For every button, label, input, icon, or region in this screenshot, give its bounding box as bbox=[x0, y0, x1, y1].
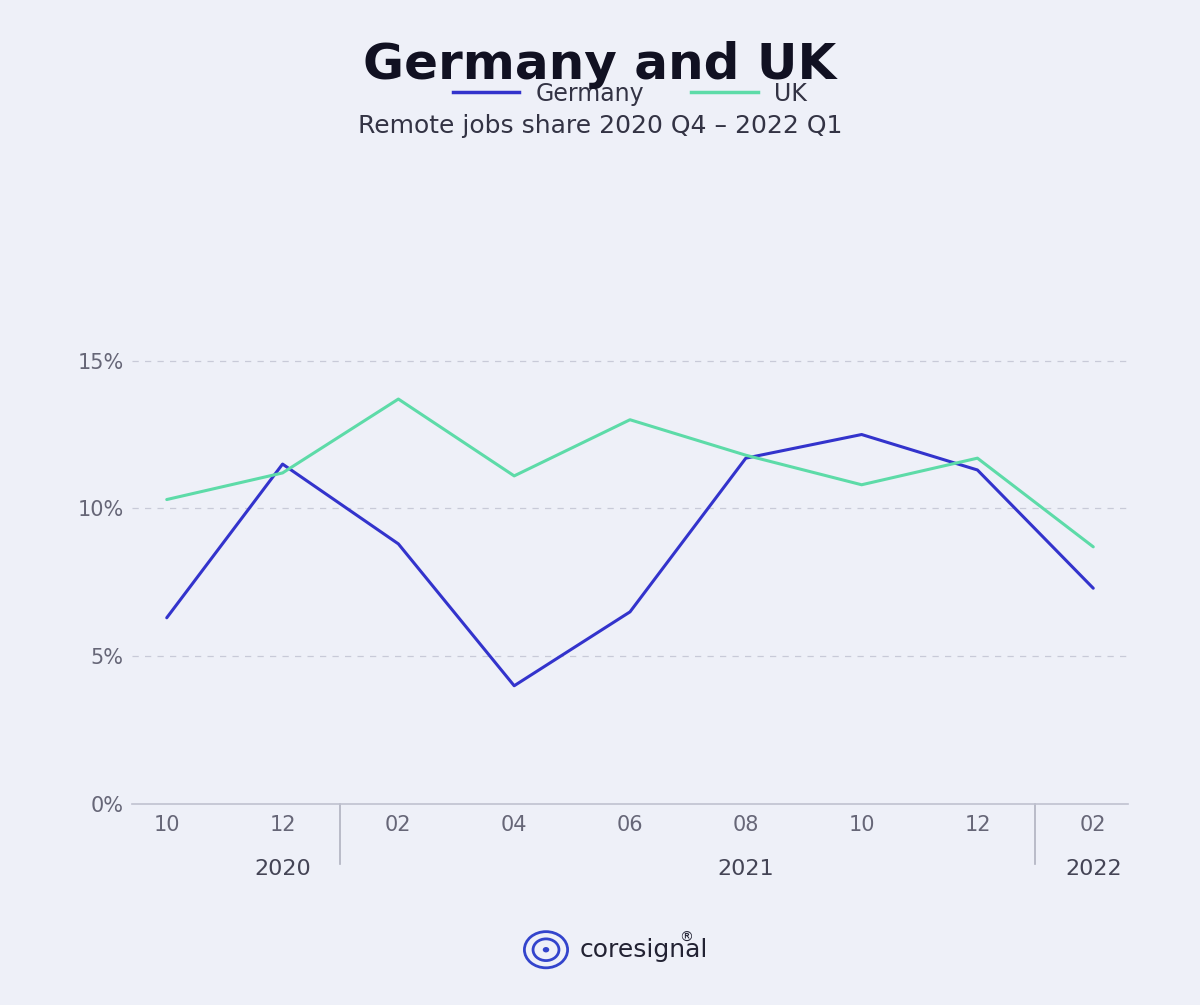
Text: coresignal: coresignal bbox=[580, 938, 708, 962]
Text: ®: ® bbox=[679, 931, 694, 945]
Legend: Germany, UK: Germany, UK bbox=[444, 72, 816, 115]
Text: 2021: 2021 bbox=[718, 859, 774, 879]
Text: Germany and UK: Germany and UK bbox=[364, 41, 836, 89]
Text: Remote jobs share 2020 Q4 – 2022 Q1: Remote jobs share 2020 Q4 – 2022 Q1 bbox=[358, 114, 842, 138]
Text: 2020: 2020 bbox=[254, 859, 311, 879]
Text: 2022: 2022 bbox=[1064, 859, 1122, 879]
